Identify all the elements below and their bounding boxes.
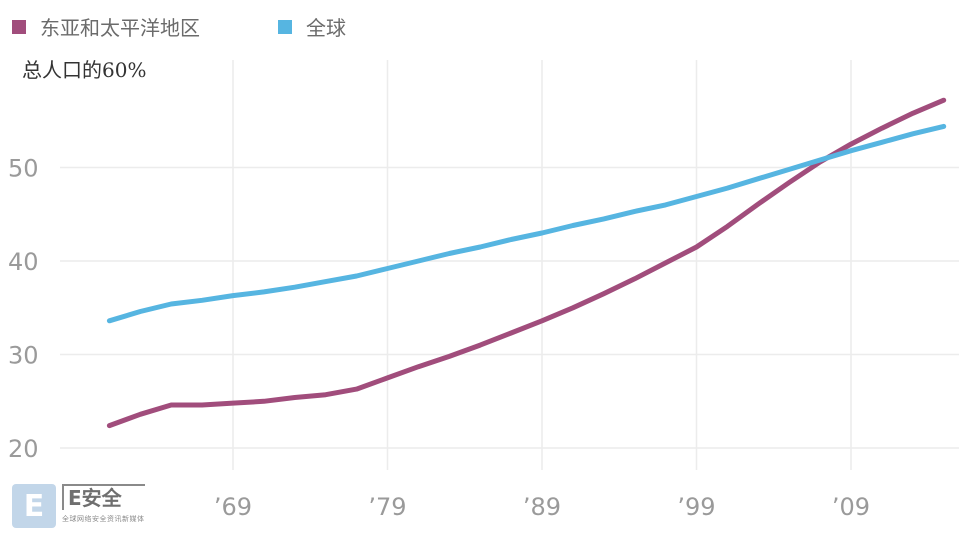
watermark-logo: E E安全 全球网络安全资讯新媒体 [12, 484, 145, 536]
legend-swatch-world [278, 19, 292, 34]
legend-label-east-asia-pacific: 东亚和太平洋地区 [40, 16, 200, 40]
legend-item-east-asia-pacific: 东亚和太平洋地区 [12, 12, 200, 41]
y-tick-label: 30 [8, 342, 39, 370]
legend-label-world: 全球 [306, 16, 346, 40]
watermark-brand: E安全 [62, 484, 145, 510]
reference-note: 总人口的60% [22, 58, 147, 82]
y-tick-label: 20 [8, 435, 39, 463]
x-tick-label: ’89 [523, 493, 561, 521]
chart-legend: 东亚和太平洋地区 全球 [12, 12, 424, 41]
legend-item-world: 全球 [278, 12, 346, 41]
x-tick-label: ’69 [214, 493, 252, 521]
watermark-badge: E [12, 484, 56, 528]
y-tick-label: 50 [8, 155, 39, 183]
grid-lines [60, 60, 959, 470]
x-tick-label: ’09 [832, 493, 870, 521]
x-axis-ticks: ’69 ’79 ’89 ’99 ’09 [214, 493, 870, 521]
watermark-text: E安全 全球网络安全资讯新媒体 [62, 484, 145, 524]
series-line-world [106, 123, 947, 324]
x-tick-label: ’99 [677, 493, 715, 521]
y-tick-label: 40 [8, 248, 39, 276]
x-tick-label: ’79 [368, 493, 406, 521]
y-axis-ticks: 20 30 40 50 [8, 155, 39, 464]
watermark-tagline: 全球网络安全资讯新媒体 [62, 515, 145, 523]
series-lines [106, 97, 947, 429]
series-line-east-asia-pacific [106, 97, 947, 429]
legend-swatch-east-asia-pacific [12, 19, 26, 34]
